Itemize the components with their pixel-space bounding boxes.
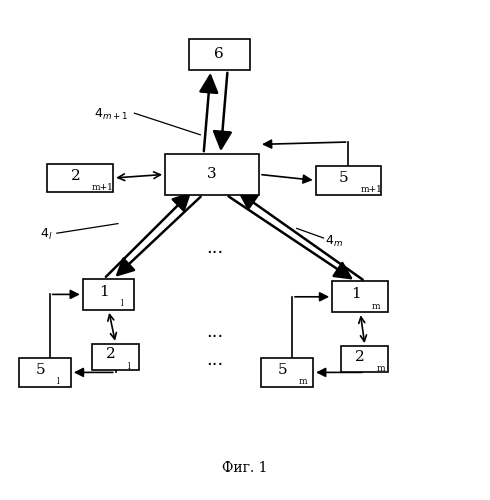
Text: m+1: m+1 [360, 185, 382, 194]
Text: ...: ... [206, 322, 223, 340]
Text: ...: ... [206, 238, 223, 256]
FancyBboxPatch shape [92, 344, 139, 370]
FancyBboxPatch shape [189, 39, 250, 70]
Text: $4_{l}$: $4_{l}$ [40, 227, 53, 242]
Text: l: l [57, 377, 60, 386]
Text: 5: 5 [278, 363, 288, 377]
FancyBboxPatch shape [316, 166, 381, 195]
Text: 3: 3 [207, 168, 217, 181]
Text: 1: 1 [351, 288, 361, 302]
Text: ...: ... [206, 352, 223, 370]
Text: Фиг. 1: Фиг. 1 [222, 462, 268, 475]
Text: m: m [299, 377, 308, 386]
FancyBboxPatch shape [165, 154, 259, 195]
FancyBboxPatch shape [262, 358, 313, 387]
FancyBboxPatch shape [48, 164, 113, 192]
Text: 5: 5 [36, 363, 45, 377]
Text: 6: 6 [214, 48, 224, 62]
Text: 1: 1 [99, 285, 109, 299]
Text: l: l [127, 362, 130, 370]
Text: m: m [377, 364, 385, 373]
Text: 2: 2 [355, 350, 365, 364]
FancyBboxPatch shape [342, 346, 389, 372]
Text: 5: 5 [339, 171, 348, 185]
FancyBboxPatch shape [19, 358, 71, 387]
Text: 2: 2 [71, 168, 80, 182]
FancyBboxPatch shape [332, 281, 389, 312]
FancyBboxPatch shape [83, 279, 134, 310]
Text: m: m [372, 302, 381, 310]
Text: $4_{m}$: $4_{m}$ [325, 234, 343, 250]
Text: $4_{m+1}$: $4_{m+1}$ [95, 107, 128, 122]
Text: m+1: m+1 [92, 183, 114, 192]
Text: l: l [121, 299, 123, 308]
Text: 2: 2 [106, 348, 116, 362]
